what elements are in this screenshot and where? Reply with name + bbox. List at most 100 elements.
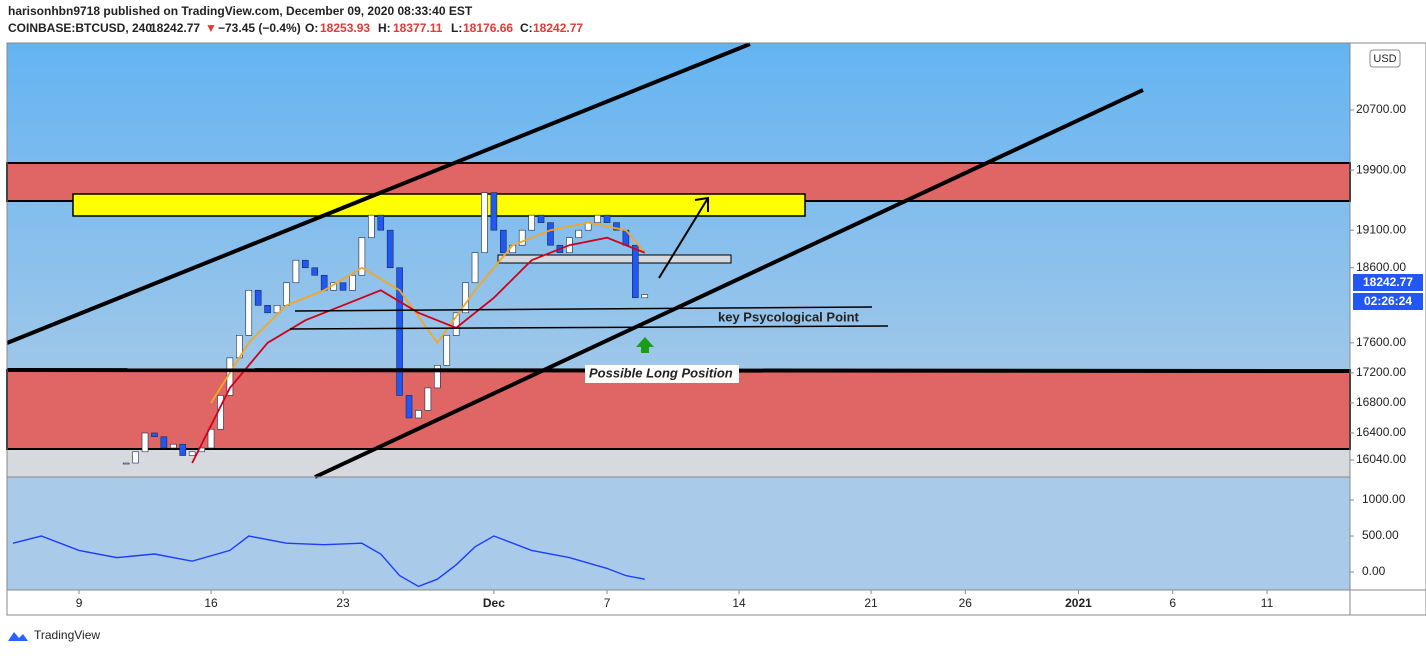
green-arrow (636, 337, 654, 353)
candle (613, 222, 620, 231)
candle (358, 237, 366, 276)
y-tick-label: 500.00 (1362, 528, 1399, 542)
candle (415, 410, 422, 419)
candle (302, 259, 309, 269)
change: −73.45 (−0.4%) (218, 21, 301, 35)
arrow: ▼ (205, 21, 217, 35)
candle (377, 214, 385, 231)
candle (254, 289, 262, 306)
candle (443, 335, 451, 366)
countdown-tag (1353, 293, 1423, 310)
candle (207, 428, 215, 449)
logo (8, 632, 28, 641)
currency[interactable]: USD (1373, 53, 1396, 65)
y-tick-label: 19900.00 (1356, 162, 1406, 176)
candle (641, 294, 649, 299)
x-tick-label: 26 (959, 596, 973, 610)
x-tick-label: Dec (483, 596, 505, 610)
arrow-head (694, 196, 709, 212)
candle (424, 387, 432, 411)
candle (160, 436, 168, 449)
x-tick-label: 7 (604, 596, 611, 610)
candle (292, 259, 300, 284)
x-tick-label: 16 (204, 596, 218, 610)
candle (471, 252, 479, 284)
candle (122, 462, 130, 465)
candle (151, 432, 158, 438)
candle (179, 443, 187, 456)
ohlc: COINBASE:BTCUSD, 240 18242.77 ▼ −73.45 (… (8, 21, 583, 35)
candle (594, 214, 601, 223)
label-box (585, 365, 739, 383)
y-tick-label: 20700.00 (1356, 102, 1406, 116)
x-tick-label: 21 (864, 596, 878, 610)
level-line (294, 306, 873, 312)
symbol: COINBASE:BTCUSD, 240 (8, 21, 152, 35)
plot (12, 192, 649, 588)
o-label: O: (305, 21, 318, 35)
candle (264, 304, 271, 314)
candle (386, 229, 394, 269)
open: 18253.93 (320, 21, 370, 35)
candle (273, 304, 281, 314)
currency-box[interactable] (1369, 49, 1401, 68)
x-tick-label: 6 (1169, 596, 1176, 610)
y-tick-label: 16040.00 (1356, 452, 1406, 466)
y-tick-label: 0.00 (1362, 564, 1386, 578)
candle (188, 451, 196, 456)
last: 18242.77 (150, 21, 200, 35)
l-label: L: (451, 21, 462, 35)
price-tag-label: 18242.77 (1363, 275, 1413, 289)
candle (632, 244, 639, 299)
yellow-zone (72, 193, 806, 217)
candle (245, 289, 253, 336)
x-tick-label: 9 (76, 596, 83, 610)
candle (170, 443, 177, 449)
indicator-line (12, 535, 645, 588)
y-tick-label: 17200.00 (1356, 365, 1406, 379)
y-tick-label: 18600.00 (1356, 260, 1406, 274)
x-tick-label: 14 (732, 596, 746, 610)
moving-average (191, 236, 646, 464)
candle (405, 395, 413, 419)
candle (141, 432, 149, 453)
candle (368, 214, 375, 238)
candle (547, 222, 554, 246)
h-label: H: (378, 21, 391, 35)
candle (518, 229, 526, 246)
candle (311, 267, 319, 276)
countdown: 02:26:24 (1364, 294, 1412, 308)
candle (528, 214, 535, 231)
candle (537, 214, 545, 223)
brand: TradingView (34, 628, 100, 642)
price-tag (1353, 274, 1423, 291)
low: 18176.66 (463, 21, 513, 35)
candle (481, 192, 488, 254)
indicator-pane (7, 477, 1350, 590)
publisher: harisonhbn9718 published on TradingView.… (8, 4, 473, 18)
y-tick-label: 16800.00 (1356, 395, 1406, 409)
candle (603, 214, 611, 223)
y-tick-label: 16400.00 (1356, 425, 1406, 439)
candle (490, 192, 498, 231)
y-tick-label: 17600.00 (1356, 335, 1406, 349)
c-label: C: (520, 21, 533, 35)
high: 18377.11 (393, 21, 443, 35)
candle (434, 365, 441, 389)
channel-bottom (314, 88, 1144, 479)
candle (132, 451, 139, 464)
gray-box (497, 254, 732, 264)
candle (283, 282, 290, 306)
candle (462, 282, 469, 314)
close: 18242.77 (533, 21, 583, 35)
candle (452, 312, 460, 336)
annotation: key Psycological Point (718, 309, 860, 324)
y-tick-label: 19100.00 (1356, 222, 1406, 236)
candle (396, 267, 403, 396)
candle (500, 229, 507, 254)
candle (349, 274, 356, 291)
annotation: Possible Long Position (589, 365, 733, 380)
gray-zone (7, 449, 1350, 477)
level-line (289, 325, 889, 330)
